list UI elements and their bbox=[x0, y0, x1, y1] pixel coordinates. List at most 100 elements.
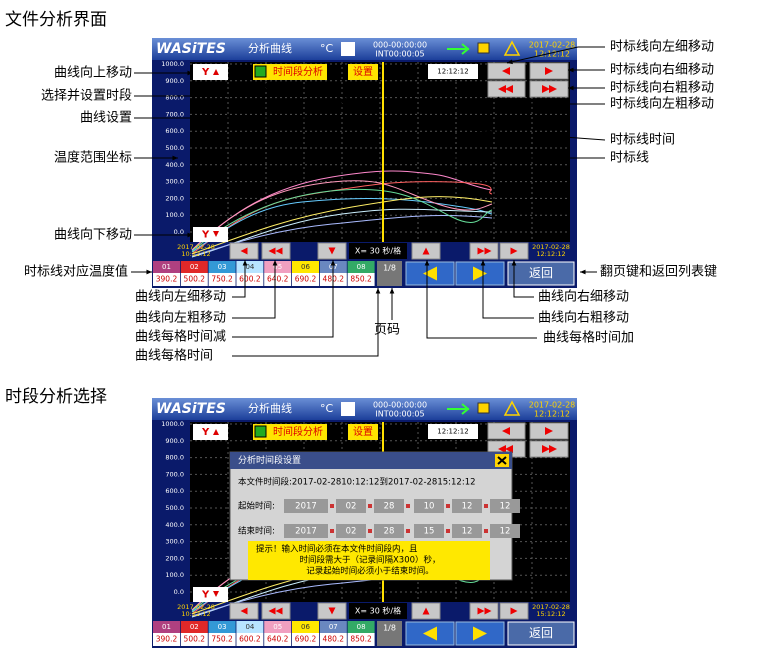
channel-id: 04 bbox=[245, 263, 254, 271]
channel-value: 850.2 bbox=[350, 635, 372, 644]
callout-line bbox=[134, 79, 271, 97]
annotation: 时标线 bbox=[610, 151, 649, 166]
channel-cell bbox=[347, 261, 375, 273]
annotation: 时标线向右细移动 bbox=[610, 62, 714, 78]
channel-value: 390.2 bbox=[156, 275, 178, 284]
time-field-value: 02 bbox=[346, 527, 357, 537]
time-field bbox=[336, 524, 366, 538]
callout-line bbox=[513, 260, 534, 298]
segment-button bbox=[253, 424, 327, 440]
channel-value-cell bbox=[264, 633, 292, 646]
back-button-label: 返回 bbox=[529, 266, 553, 280]
arrow-icon bbox=[484, 607, 492, 615]
callout-arrow bbox=[242, 260, 248, 266]
annotation: 曲线向下移动 bbox=[54, 227, 132, 243]
channel-value: 690.2 bbox=[295, 635, 317, 644]
time-field-value: 2017 bbox=[295, 527, 317, 537]
channel-value: 600.2 bbox=[239, 635, 261, 644]
start-time: 10:12:12 bbox=[181, 610, 210, 618]
arrow-icon bbox=[505, 85, 513, 93]
arrow-icon bbox=[423, 626, 437, 641]
channel-cell bbox=[264, 261, 292, 273]
y-axis-label: 1000.0 bbox=[161, 60, 184, 68]
page: 1/8 bbox=[383, 624, 396, 633]
curve bbox=[191, 180, 493, 251]
time-field bbox=[414, 524, 444, 538]
callout-arrow bbox=[507, 59, 513, 65]
channel-id: 01 bbox=[162, 263, 171, 271]
annotation: 页码 bbox=[374, 323, 400, 338]
y-axis-label: 300.0 bbox=[165, 178, 184, 186]
page: 1/8 bbox=[383, 264, 396, 273]
cursor-time: 12:12:12 bbox=[437, 428, 468, 436]
arrow-icon bbox=[213, 69, 219, 75]
settings-button-label: 设置 bbox=[353, 426, 373, 438]
callout-line bbox=[426, 260, 537, 339]
end-time: 15:12:12 bbox=[536, 610, 565, 618]
warning-icon bbox=[503, 40, 521, 56]
y-axis-label: 800.0 bbox=[165, 94, 184, 102]
annotation: 翻页键和返回列表键 bbox=[600, 265, 717, 280]
channel-value-cell bbox=[347, 273, 375, 286]
time-field-value: 12 bbox=[462, 527, 473, 537]
channel-cell bbox=[347, 621, 375, 633]
callout-line bbox=[232, 260, 334, 338]
callout-arrow bbox=[272, 260, 278, 266]
callout-arrow bbox=[498, 97, 504, 103]
annotation: 时标线向左细移动 bbox=[610, 39, 714, 55]
arrow-icon bbox=[542, 445, 550, 453]
callout-arrow bbox=[480, 260, 486, 266]
time-field bbox=[490, 499, 520, 513]
dialog-header bbox=[230, 452, 512, 469]
time-field-value: 2017 bbox=[295, 502, 317, 512]
page-box bbox=[377, 261, 402, 286]
end-time: 12:12:12 bbox=[536, 250, 565, 258]
callout-arrow bbox=[187, 232, 193, 238]
arrow-icon bbox=[542, 85, 550, 93]
callout-line bbox=[232, 288, 379, 357]
arrow-icon bbox=[549, 445, 557, 453]
interval: INT00:00:05 bbox=[375, 410, 424, 419]
callout-arrow bbox=[375, 288, 381, 294]
arrow-icon bbox=[213, 591, 219, 597]
separator bbox=[330, 504, 334, 508]
separator bbox=[446, 529, 450, 533]
y-axis-label: 900.0 bbox=[165, 437, 184, 445]
arrow-icon bbox=[510, 247, 518, 255]
y-axis-label: 700.0 bbox=[165, 110, 184, 118]
content: WASiTES 分析曲线 °C 000-00:00:00INT00:00:052017… bbox=[24, 38, 717, 648]
annotation: 曲线向右粗移动 bbox=[538, 310, 629, 326]
time-field-value: 02 bbox=[346, 502, 357, 512]
channel-cell bbox=[264, 621, 292, 633]
time-field-value: 12 bbox=[500, 527, 511, 537]
y-axis-label: 1000.0 bbox=[161, 420, 184, 428]
channel-value: 690.2 bbox=[295, 275, 317, 284]
channel-cell bbox=[153, 621, 180, 633]
channel-id: 08 bbox=[357, 623, 366, 631]
arrow-icon bbox=[498, 85, 506, 93]
time-field bbox=[452, 499, 482, 513]
callout-line bbox=[232, 260, 246, 298]
arrow-icon bbox=[502, 67, 510, 75]
callout-arrow bbox=[187, 70, 193, 76]
callout-line bbox=[482, 260, 534, 319]
settings-button-label: 设置 bbox=[353, 66, 373, 78]
unit: °C bbox=[320, 402, 334, 415]
y-axis-label: 900.0 bbox=[165, 77, 184, 85]
time-field bbox=[414, 499, 444, 513]
separator bbox=[484, 529, 488, 533]
channel-cell bbox=[236, 261, 264, 273]
callout-line bbox=[506, 46, 605, 64]
separator bbox=[330, 529, 334, 533]
scale-box bbox=[349, 243, 407, 259]
unit-box bbox=[341, 402, 355, 416]
channel-cell bbox=[180, 621, 208, 633]
close-icon bbox=[497, 456, 507, 465]
arrow-icon bbox=[484, 247, 492, 255]
arrow-icon bbox=[213, 231, 219, 237]
section-title: 时段分析选择 bbox=[5, 387, 107, 407]
time-field bbox=[490, 524, 520, 538]
y-axis-label: 0.0 bbox=[174, 588, 184, 596]
channel-value-cell bbox=[180, 273, 208, 286]
header-bar bbox=[152, 398, 577, 420]
